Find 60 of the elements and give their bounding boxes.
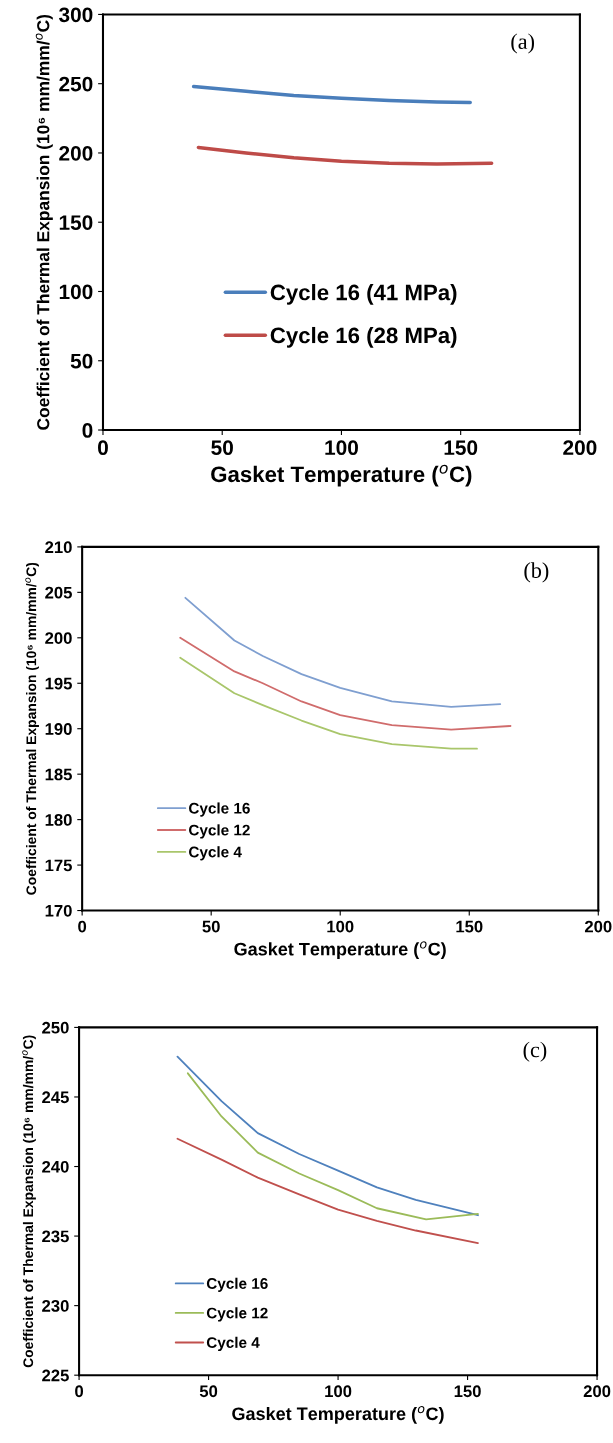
y-tick-label: 210 xyxy=(45,541,72,554)
annotation: (c) xyxy=(523,1041,547,1062)
x-tick-label: 0 xyxy=(98,440,108,456)
y-tick-label: 200 xyxy=(45,632,72,645)
y-tick-label: 240 xyxy=(42,1160,69,1173)
legend-label: Cycle 16 xyxy=(206,1277,268,1292)
y-tick-label: 235 xyxy=(42,1230,69,1243)
x-tick-label: 100 xyxy=(327,920,354,933)
x-tick-label: 200 xyxy=(583,1385,611,1398)
line-series xyxy=(191,84,472,105)
annotation: (a) xyxy=(511,33,535,54)
x-tick-label: 200 xyxy=(563,440,597,456)
y-tick-label: 185 xyxy=(45,768,72,781)
y-axis-title: Coefficient of Thermal Expansion (10⁶ mm/mm/$^{o}$C) xyxy=(25,562,39,895)
line-series xyxy=(196,145,494,166)
y-tick-label: 190 xyxy=(45,723,72,735)
x-tick-label: 50 xyxy=(202,920,220,933)
legend-label: Cycle 16 xyxy=(189,802,250,817)
legend-label: Cycle 4 xyxy=(189,846,242,861)
y-tick-label: 230 xyxy=(42,1300,69,1312)
y-tick-label: 175 xyxy=(45,859,72,872)
y-tick-label: 195 xyxy=(45,677,72,690)
legend-label: Cycle 16 (28 MPa) xyxy=(270,326,457,348)
legend-label: Cycle 12 xyxy=(206,1307,268,1322)
line-series xyxy=(176,1055,479,1217)
x-tick-label: 50 xyxy=(199,1385,218,1398)
x-tick-label: 100 xyxy=(325,1385,352,1398)
annotation: (b) xyxy=(524,562,549,583)
line-series xyxy=(186,1072,479,1221)
y-tick-label: 180 xyxy=(45,814,72,826)
line-series xyxy=(184,596,502,708)
y-tick-label: 0 xyxy=(82,423,93,438)
x-axis-title: Gasket Temperature ($^{o}$C) xyxy=(211,464,472,487)
legend-label: Cycle 16 (41 MPa) xyxy=(270,284,457,305)
y-tick-label: 150 xyxy=(59,215,93,230)
x-tick-label: 200 xyxy=(584,920,612,933)
line-series xyxy=(179,656,478,750)
x-tick-label: 150 xyxy=(444,440,478,456)
y-tick-label: 100 xyxy=(59,284,93,300)
legend-label: Cycle 12 xyxy=(189,824,250,839)
y-tick-label: 225 xyxy=(42,1369,69,1382)
y-axis-title: Coefficient of Thermal Expansion (10⁶ mm/mm/$^{o}$C) xyxy=(35,14,53,430)
legend-label: Cycle 4 xyxy=(206,1336,260,1351)
y-tick-label: 245 xyxy=(42,1091,69,1104)
y-tick-label: 50 xyxy=(70,353,93,369)
x-tick-label: 100 xyxy=(325,440,358,456)
x-axis-title: Gasket Temperature ($^{o}$C) xyxy=(234,941,446,960)
line-series xyxy=(176,1137,479,1244)
y-tick-label: 205 xyxy=(45,586,72,599)
x-tick-label: 150 xyxy=(454,1385,481,1398)
x-tick-label: 50 xyxy=(211,440,233,456)
y-tick-label: 170 xyxy=(45,904,72,917)
y-axis-title: Coefficient of Thermal Expansion (10⁶ mm/mm/$^{o}$C) xyxy=(22,1035,36,1368)
y-tick-label: 250 xyxy=(59,76,93,92)
line-series xyxy=(179,636,512,731)
x-tick-label: 150 xyxy=(456,920,483,933)
y-tick-label: 300 xyxy=(58,7,93,23)
y-tick-label: 200 xyxy=(59,145,93,161)
y-tick-label: 250 xyxy=(42,1021,69,1034)
x-axis-title: Gasket Temperature ($^{o}$C) xyxy=(232,1405,444,1424)
